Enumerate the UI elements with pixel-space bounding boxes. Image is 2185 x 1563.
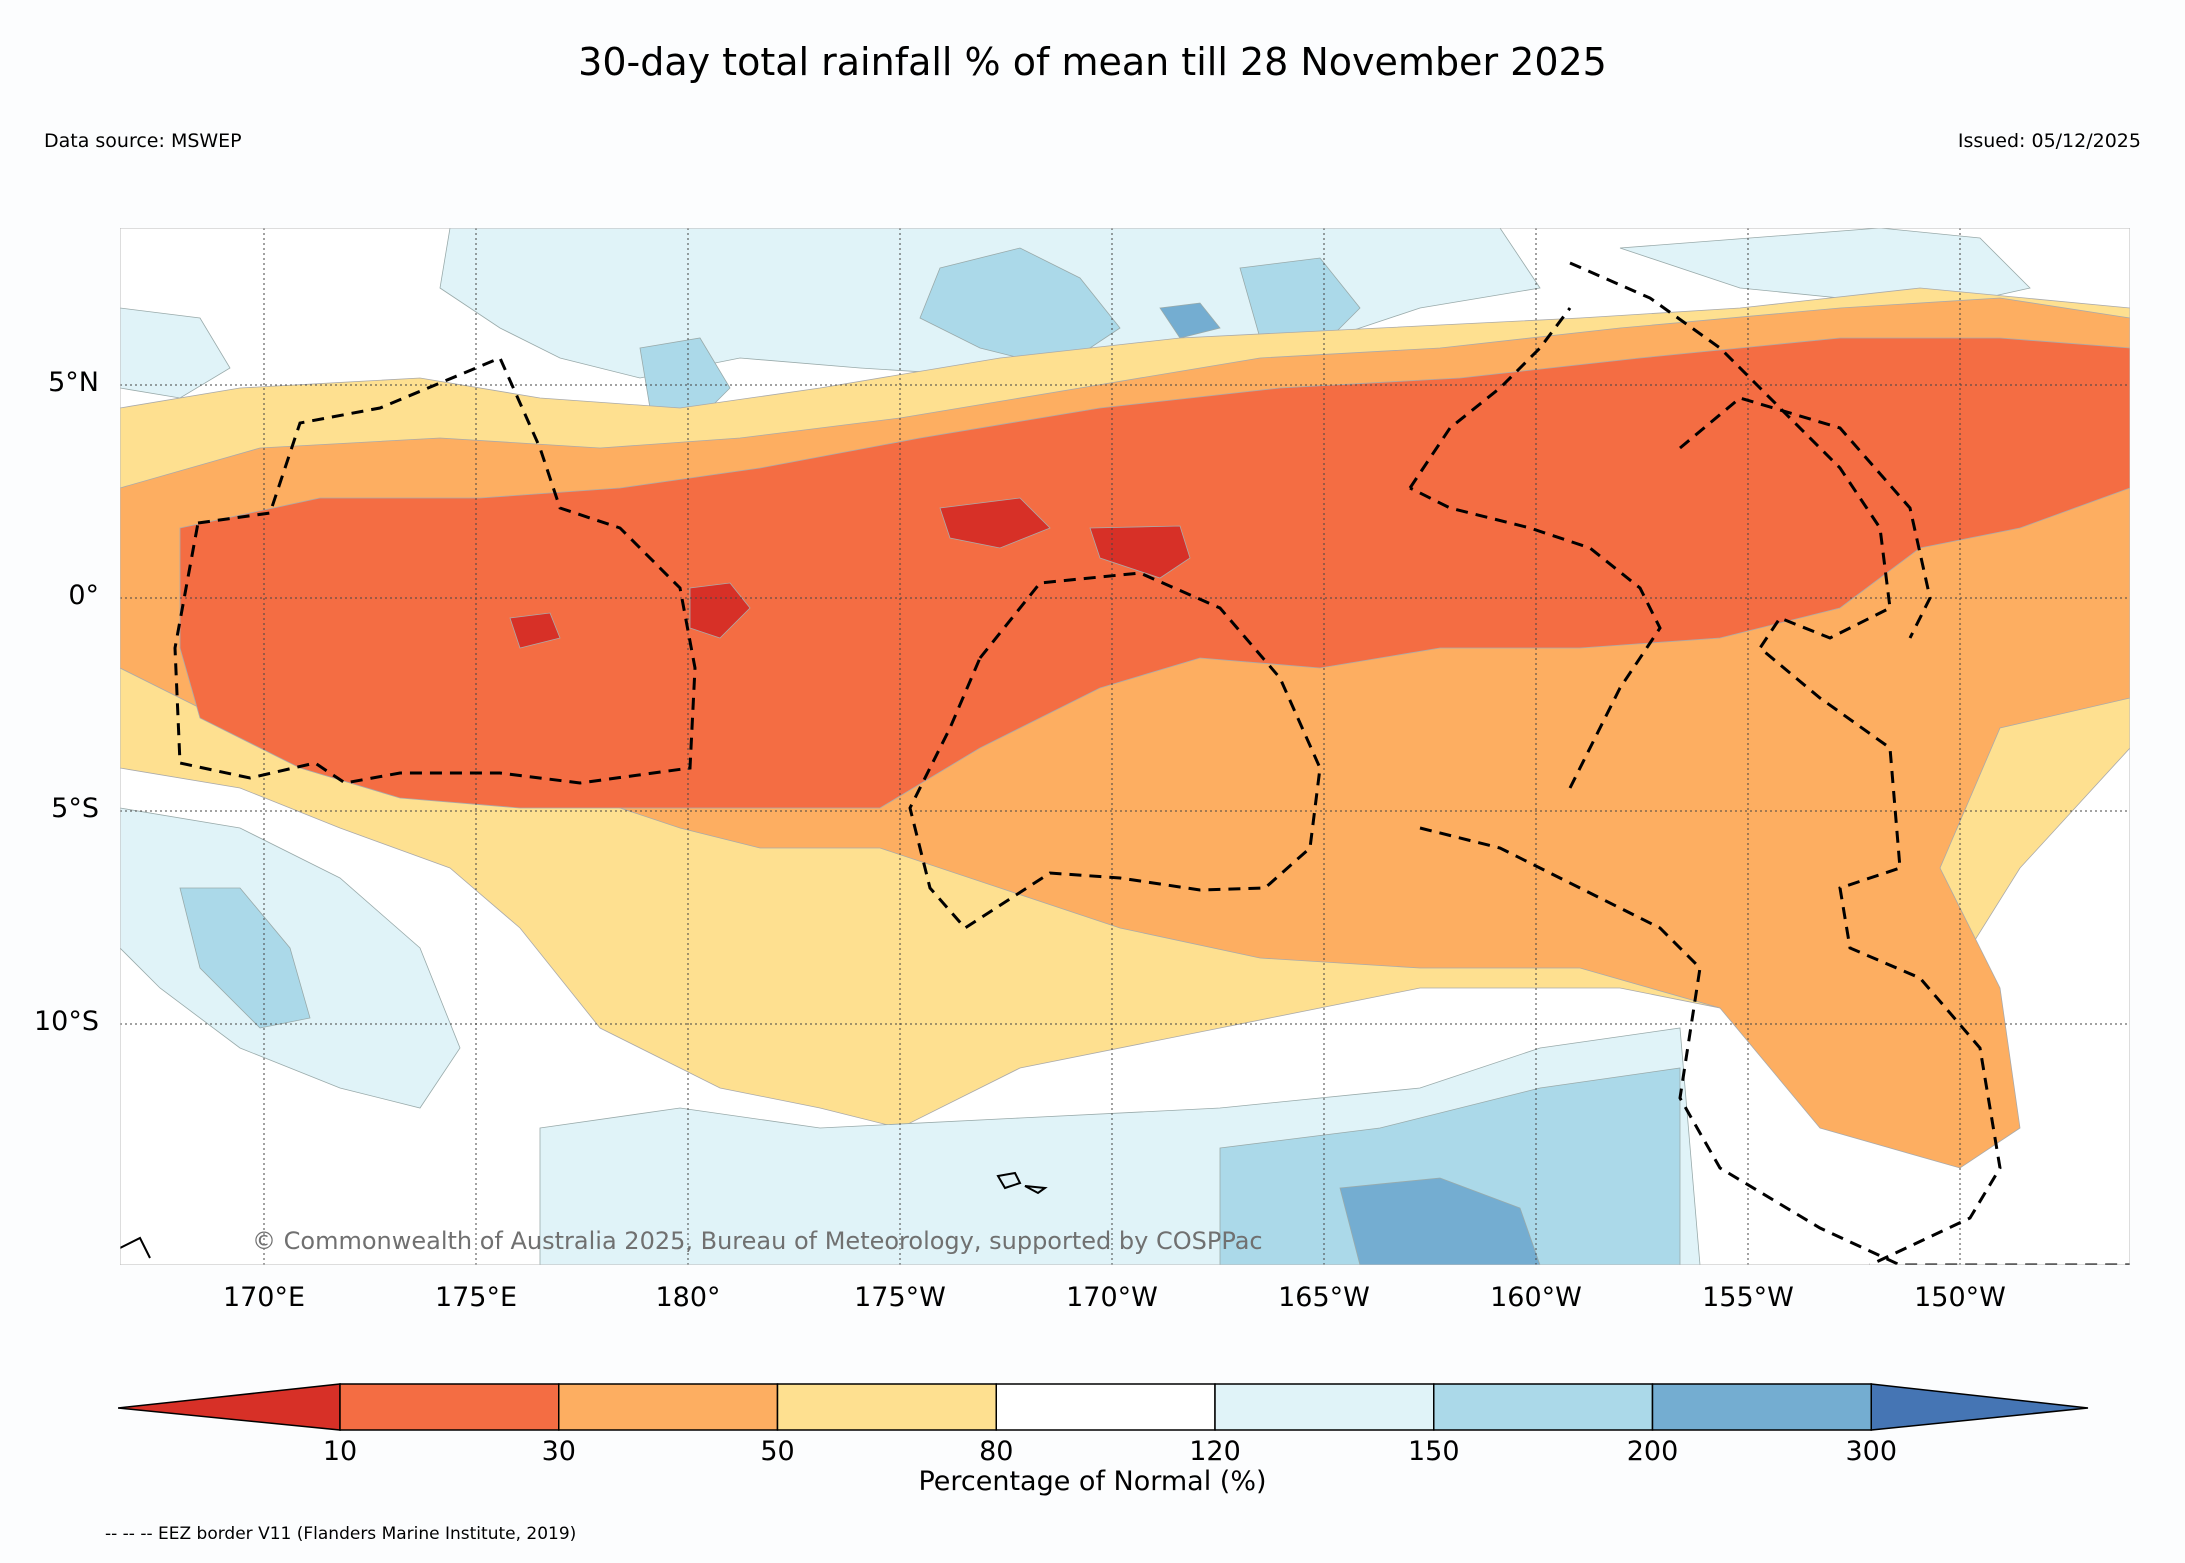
colorbar-tick-80: 80: [979, 1436, 1014, 1467]
colorbar: [118, 1383, 2089, 1431]
colorbar-tick-120: 120: [1189, 1436, 1241, 1467]
lat-tick-5s: 5°S: [51, 793, 99, 824]
map-title: 30-day total rainfall % of mean till 28 …: [578, 40, 1607, 84]
lat-tick-0: 0°: [68, 580, 99, 611]
lat-tick-5n: 5°N: [48, 367, 99, 398]
wet-core-southwest: [179, 887, 311, 1029]
eez-border-line-islands: [1679, 396, 1932, 639]
lon-tick-175e: 175°E: [434, 1282, 518, 1313]
eez-border-tokelau: [908, 571, 1322, 930]
very-dry-patch-2: [1089, 525, 1191, 579]
eez-border-south: [1409, 486, 1662, 789]
colorbar-title: Percentage of Normal (%): [918, 1466, 1267, 1497]
wet-core-north-3: [1159, 302, 1221, 339]
colorbar-extend-low: [118, 1383, 341, 1431]
eez-legend-footer: -- -- -- EEZ border V11 (Flanders Marine…: [105, 1524, 577, 1544]
very-dry-patch-4: [509, 612, 561, 649]
lon-tick-150w: 150°W: [1914, 1282, 2006, 1313]
wet-core-south-2: [1339, 1177, 1541, 1265]
lon-tick-180: 180°: [655, 1282, 721, 1313]
lon-tick-160w: 160°W: [1490, 1282, 1582, 1313]
copyright-notice: © Commonwealth of Australia 2025, Bureau…: [252, 1227, 1263, 1255]
very-dry-patch-3: [689, 582, 751, 639]
colorbar-bin-200-300: [1651, 1383, 1872, 1431]
colorbar-bin-80-120: [995, 1383, 1216, 1431]
eez-border-cook-islands: [1419, 826, 2130, 1265]
lon-tick-155w: 155°W: [1702, 1282, 1794, 1313]
wet-core-north-2: [1239, 257, 1361, 349]
colorbar-extend-high: [1870, 1383, 2089, 1431]
colorbar-tick-10: 10: [322, 1436, 358, 1467]
islands: [120, 1171, 1048, 1259]
lat-tick-10s: 10°S: [34, 1006, 99, 1037]
colorbar-bin-120-150: [1214, 1383, 1435, 1431]
data-source-label: Data source: MSWEP: [44, 130, 242, 152]
colorbar-tick-150: 150: [1407, 1436, 1460, 1467]
colorbar-tick-30: 30: [541, 1436, 576, 1467]
lon-tick-165w: 165°W: [1278, 1282, 1370, 1313]
colorbar-tick-300: 300: [1845, 1436, 1898, 1467]
eez-border-kiribati-west: [173, 356, 697, 785]
lon-tick-170e: 170°E: [222, 1282, 306, 1313]
lon-tick-175w: 175°W: [854, 1282, 946, 1313]
colorbar-bin-150-200: [1433, 1383, 1654, 1431]
very-dry-patch-1: [939, 497, 1051, 549]
lon-tick-170w: 170°W: [1066, 1282, 1158, 1313]
eez-border-kiribati-east: [1569, 261, 2002, 1265]
eez-border-phoenix: [1408, 307, 1572, 489]
colorbar-tick-50: 50: [760, 1436, 795, 1467]
eez-borders: [173, 261, 2130, 1265]
rainfall-map: [120, 228, 2130, 1265]
graticule: [120, 228, 2130, 1265]
colorbar-bin-50-80: [776, 1383, 997, 1431]
colorbar-bin-30-50: [558, 1383, 779, 1431]
wet-region-north-west: [120, 307, 231, 399]
wet-core-south: [1219, 1067, 1681, 1265]
issued-date-label: Issued: 05/12/2025: [1957, 130, 2141, 152]
colorbar-bin-10-30: [339, 1383, 560, 1431]
colorbar-tick-200: 200: [1626, 1436, 1679, 1467]
wet-region-north-2: [1619, 228, 2031, 309]
